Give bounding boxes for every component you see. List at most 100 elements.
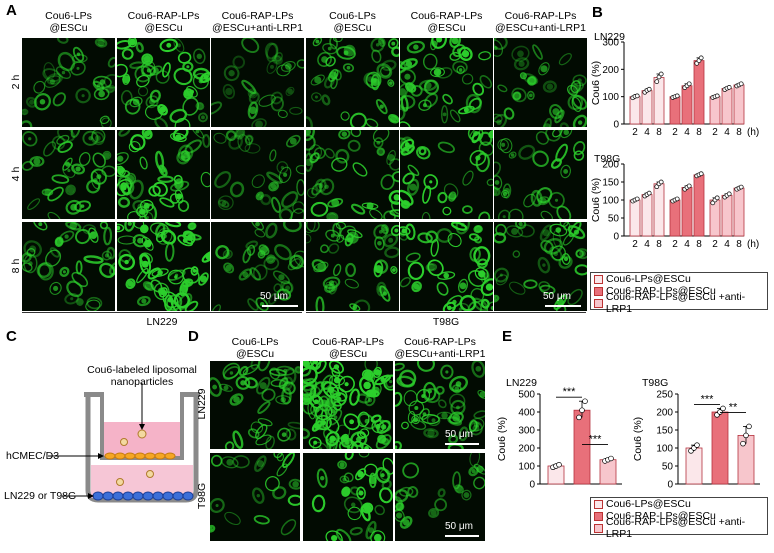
cell — [386, 149, 396, 166]
cell-nucleus — [225, 87, 233, 96]
cell — [257, 418, 273, 427]
cell — [435, 385, 445, 395]
data-point — [654, 79, 660, 84]
micrograph-a — [22, 222, 115, 311]
cell — [513, 57, 530, 71]
cell-nucleus — [368, 527, 374, 533]
micrograph-d — [303, 453, 393, 541]
cell — [369, 208, 383, 219]
data-point — [740, 440, 746, 447]
cell — [461, 73, 474, 85]
cell — [462, 170, 474, 186]
cell — [313, 261, 329, 273]
cell — [437, 271, 456, 280]
cell — [94, 38, 108, 48]
cell-nucleus — [456, 405, 460, 410]
panel-a-col-head: Cou6-RAP-LPs @ESCu — [392, 10, 501, 34]
insert-rim-left — [84, 392, 104, 397]
cell-nucleus — [413, 283, 420, 290]
data-point — [674, 196, 680, 202]
cell — [221, 456, 239, 469]
legend-label: Cou6-LPs@ESCu — [606, 498, 691, 510]
cell — [117, 235, 136, 245]
cell-nucleus — [314, 95, 318, 99]
cell-nucleus — [210, 526, 213, 531]
cell — [344, 453, 354, 461]
cell — [62, 157, 73, 171]
cell — [373, 137, 384, 149]
col-head-line2: @ESCu — [49, 22, 88, 34]
bar — [669, 96, 681, 125]
cell — [241, 38, 260, 54]
cell-nucleus — [201, 115, 205, 120]
cell-nucleus — [225, 264, 232, 272]
cell — [296, 179, 304, 196]
scale-bar-label: 50 μm — [445, 521, 473, 532]
cell-nucleus — [389, 81, 393, 85]
micrograph-a — [400, 38, 493, 127]
cell — [560, 130, 573, 139]
cell — [407, 261, 425, 280]
cell — [400, 58, 418, 70]
micrograph-a — [400, 130, 493, 219]
cell — [494, 161, 502, 177]
x-tick-label: 2 — [672, 127, 678, 138]
cell — [103, 226, 113, 246]
panel-a-col-head: Cou6-RAP-LPs @ESCu+anti-LRP1 — [203, 10, 312, 34]
cell-nucleus — [188, 233, 196, 241]
cell — [249, 267, 262, 281]
cell — [276, 288, 292, 301]
cell-nucleus — [127, 222, 132, 226]
cell — [261, 388, 276, 402]
cell — [52, 92, 66, 107]
cell — [452, 44, 466, 58]
col-head-line1: Cou6-LPs — [231, 336, 279, 348]
cell — [172, 130, 189, 141]
y-tick-label: 200 — [602, 65, 619, 76]
cell-nucleus — [518, 222, 523, 227]
cell — [70, 130, 81, 138]
cell — [440, 364, 454, 380]
panel-d-col-head: Cou6-RAP-LPs @ESCu+anti-LRP1 — [387, 336, 493, 360]
significance-label: *** — [589, 433, 603, 445]
cell-nucleus — [404, 73, 411, 80]
micrograph-d — [395, 361, 485, 449]
cell — [407, 411, 416, 424]
legend-item: Cou6-LPs@ESCu — [591, 498, 767, 510]
panel-d-col-head: Cou6-RAP-LPs @ESCu — [295, 336, 401, 360]
cell — [418, 99, 432, 111]
cell-nucleus — [289, 137, 297, 145]
cell — [495, 274, 508, 286]
panel-a-col-head: Cou6-RAP-LPs @ESCu+anti-LRP1 — [486, 10, 595, 34]
cell-nucleus — [107, 85, 114, 93]
cell — [448, 434, 459, 444]
x-tick-label: 8 — [696, 239, 702, 250]
micrograph-a — [211, 38, 304, 127]
bar — [653, 183, 665, 237]
bar — [641, 90, 653, 125]
cell-nucleus — [221, 201, 227, 206]
cell — [120, 89, 133, 106]
tumor-cell-layer — [92, 491, 194, 501]
cell — [328, 280, 338, 295]
cell — [306, 116, 313, 127]
cell — [374, 374, 392, 386]
cell-nucleus — [394, 228, 399, 233]
cell — [255, 191, 264, 201]
cell — [538, 281, 551, 292]
panel-a-col-head: Cou6-LPs @ESCu — [14, 10, 123, 34]
cell — [468, 418, 485, 432]
micrograph-a-cells — [213, 130, 304, 219]
cell — [56, 134, 70, 145]
cell — [64, 293, 80, 305]
cell — [437, 141, 455, 154]
x-tick-label: 2 — [672, 239, 678, 250]
cell — [539, 224, 553, 242]
legend-swatch — [594, 286, 603, 296]
cell — [311, 92, 322, 102]
cell-nucleus — [117, 225, 121, 231]
cell — [542, 117, 552, 127]
cell — [45, 249, 62, 267]
chart-title: LN229 — [506, 377, 537, 389]
cell — [431, 38, 448, 49]
